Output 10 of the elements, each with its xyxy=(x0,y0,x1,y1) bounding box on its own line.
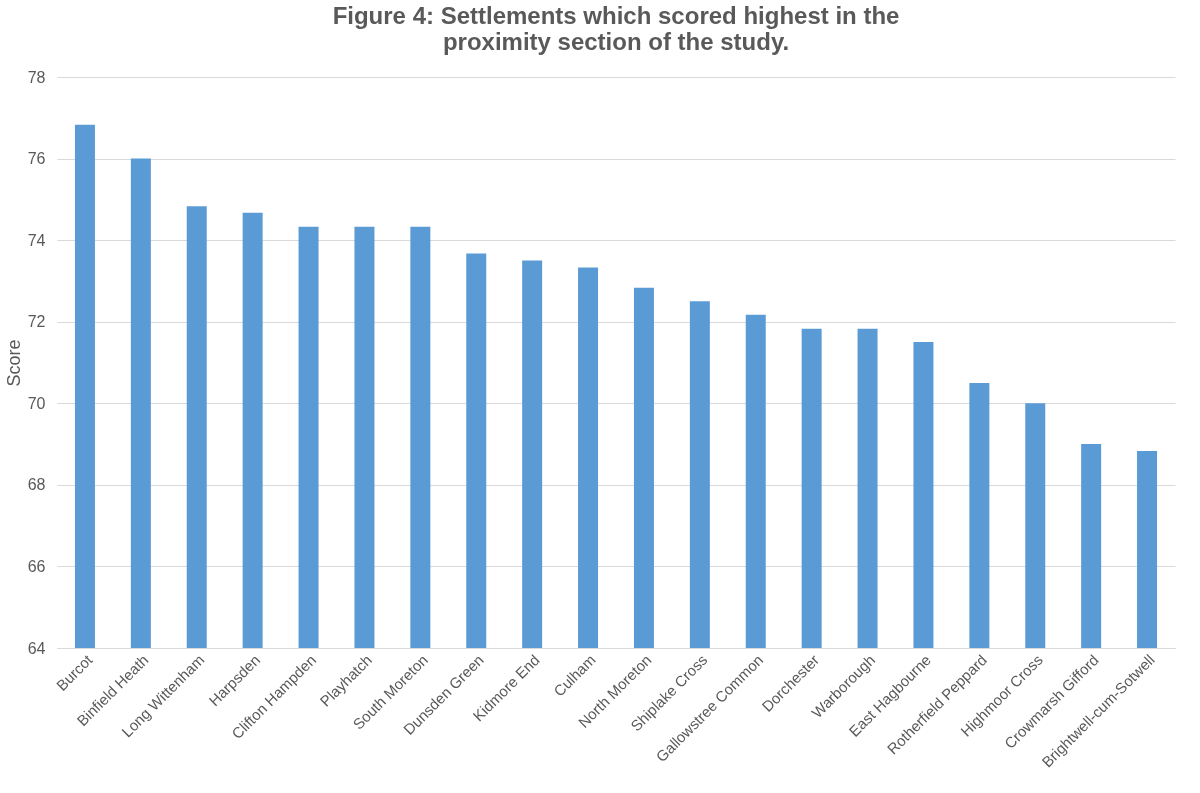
y-tick-label: 76 xyxy=(27,150,46,168)
y-tick-label: 66 xyxy=(27,557,46,575)
y-tick-label: 70 xyxy=(27,394,46,412)
y-tick-label: 78 xyxy=(27,68,46,86)
y-tick-label: 68 xyxy=(27,476,46,494)
y-tick-label: 74 xyxy=(27,231,46,249)
y-axis-title: Score xyxy=(3,339,24,387)
y-tick-label: 64 xyxy=(27,639,46,657)
y-tick-label: 72 xyxy=(27,313,46,331)
chart-title: Figure 4: Settlements which scored highest in the proximity section of the study. xyxy=(332,2,900,55)
